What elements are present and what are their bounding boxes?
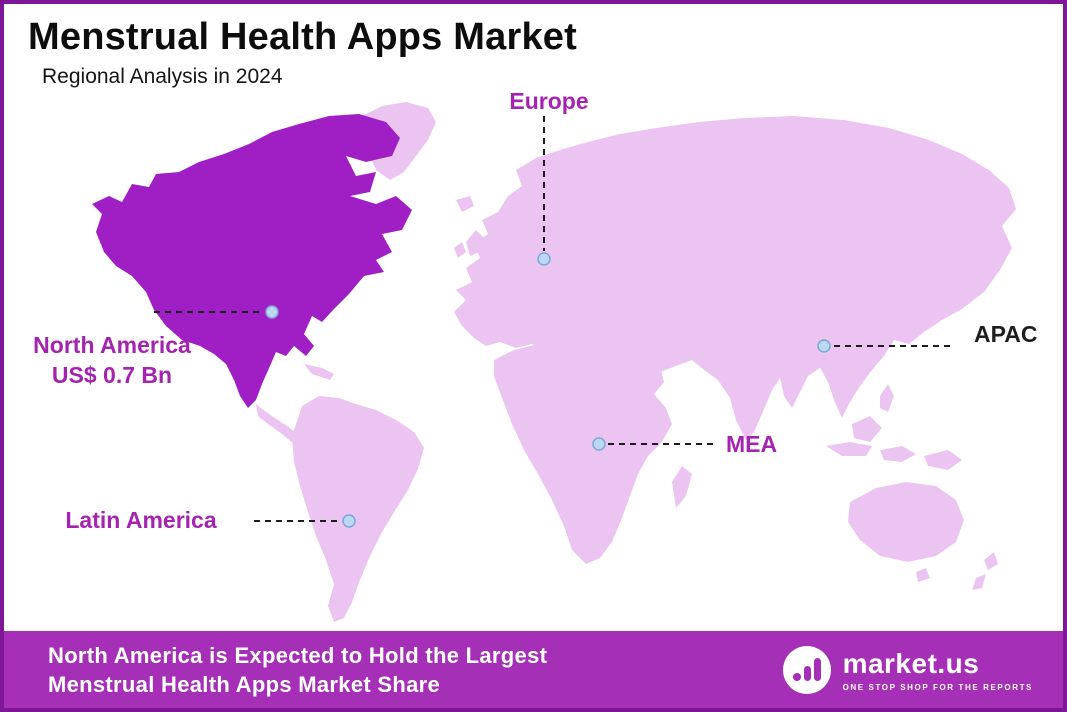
world-map [92,102,1016,622]
uk-region [466,230,484,256]
north-america-marker [265,305,279,319]
footer-annotation: North America is Expected to Hold the La… [48,641,547,699]
south-america-region [292,396,424,622]
mea-marker [592,437,606,451]
logo-bar-glyph [803,665,811,681]
header: Menstrual Health Apps Market Regional An… [28,16,577,89]
marketus-logo-icon [782,645,831,694]
philippines-region [880,384,894,412]
borneo-region [852,416,882,442]
africa-region [494,342,672,564]
page-title: Menstrual Health Apps Market [28,16,577,58]
ireland-region [454,242,466,258]
brand-tagline: ONE STOP SHOP FOR THE REPORTS [842,682,1033,692]
logo-tall-bar-glyph [813,657,821,681]
new-zealand-north-region [984,552,998,570]
apac-marker [817,339,831,353]
north-america-label: North America US$ 0.7 Bn [12,330,212,390]
page-subtitle: Regional Analysis in 2024 [42,65,283,88]
brand-text: market.us ONE STOP SHOP FOR THE REPORTS [843,648,1033,692]
eurasia-region [454,116,1016,440]
caribbean-region [304,364,334,380]
sumatra-region [826,442,872,456]
north-america-label-value: US$ 0.7 Bn [51,362,173,388]
tasmania-region [916,568,930,582]
madagascar-region [672,466,692,508]
new-guinea-region [924,450,962,470]
japan-south-region [948,296,958,310]
footer-banner: North America is Expected to Hold the La… [4,631,1063,708]
europe-label: Europe [509,88,589,114]
new-zealand-south-region [972,574,986,590]
europe-marker [537,252,551,266]
japan-region [952,254,976,290]
logo-dot-glyph [792,672,801,681]
mea-label: MEA [726,431,778,457]
apac-label: APAC [974,321,1038,347]
iceland-region [456,196,474,212]
central-america-region [256,404,300,444]
latin-america-marker [342,514,356,528]
footer-annotation-line2: Menstrual Health Apps Market Share [48,671,441,697]
latin-america-label: Latin America [65,507,217,533]
sulawesi-region [880,446,916,462]
north-america-label-name: North America [33,332,191,358]
north-america-region [92,114,412,408]
brand-block: market.us ONE STOP SHOP FOR THE REPORTS [782,631,1033,708]
brand-name: market.us [842,647,980,679]
australia-region [848,482,964,562]
footer-annotation-line1: North America is Expected to Hold the La… [48,642,548,668]
